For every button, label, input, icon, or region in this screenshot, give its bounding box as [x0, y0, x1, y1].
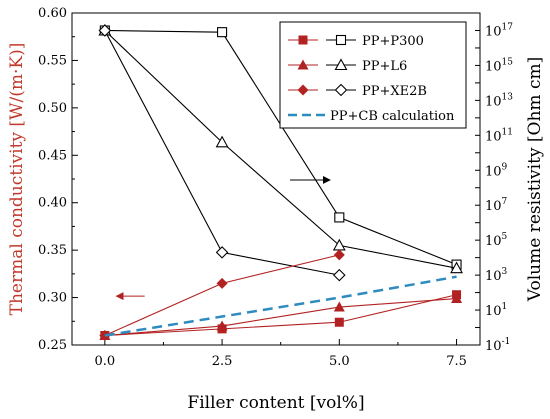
right-tick-base: 10: [485, 59, 502, 74]
marker-filled-diamond: [333, 249, 345, 261]
marker-open-square: [217, 27, 228, 38]
x-tick-label: 7.5: [446, 354, 467, 369]
left-tick-label: 0.60: [38, 6, 67, 21]
marker-filled-diamond: [297, 84, 309, 96]
marker-open-triangle: [215, 135, 229, 148]
right-tick-exponent: 17: [502, 22, 514, 32]
right-tick-label: 101: [485, 302, 507, 319]
right-tick-exponent: -1: [502, 337, 511, 347]
right-tick-label: 1013: [485, 92, 513, 109]
annotation-layer: [115, 175, 331, 301]
right-tick-exponent: 1: [502, 302, 508, 312]
right-tick-exponent: 9: [502, 162, 508, 172]
right-tick-label: 109: [485, 162, 508, 179]
marker-open-diamond: [334, 83, 348, 97]
legend-label: PP+P300: [362, 34, 424, 49]
right-tick-label: 105: [485, 232, 508, 249]
right-tick-label: 1011: [485, 127, 513, 144]
left-tick-label: 0.55: [38, 53, 67, 68]
left-axis-title: Thermal conductivity [W/(m·K)]: [7, 43, 27, 316]
legend-label: PP+L6: [362, 59, 407, 74]
right-tick-base: 10: [485, 269, 502, 284]
legend-label: PP+CB calculation: [330, 109, 455, 124]
right-tick-label: 107: [485, 197, 508, 214]
marker-filled-diamond: [216, 277, 228, 289]
right-axis-title: Volume resistivity [Ohm cm]: [525, 57, 545, 302]
right-tick-exponent: 13: [502, 92, 514, 102]
left-axis-ticks: 0.25 0.30 0.35 0.40 0.45 0.50 0.55 0.60: [38, 6, 78, 353]
series-line: [104, 30, 457, 269]
marker-open-diamond: [333, 268, 346, 282]
right-tick-base: 10: [485, 199, 502, 214]
marker-open-square: [335, 34, 347, 46]
series-line: [104, 294, 457, 337]
marker-open-square: [334, 212, 345, 223]
left-tick-label: 0.50: [38, 101, 67, 116]
series-line: [104, 275, 457, 337]
right-tick-base: 10: [485, 24, 502, 39]
series-layer: [98, 23, 463, 342]
marker-filled-square: [334, 317, 344, 327]
series-line: [104, 297, 457, 337]
legend-label: PP+XE2B: [362, 84, 427, 99]
x-tick-label: 5.0: [329, 354, 350, 369]
right-tick-base: 10: [485, 339, 502, 354]
x-axis-title: Filler content [vol%]: [187, 393, 364, 413]
right-tick-exponent: 11: [502, 127, 513, 137]
left-tick-label: 0.25: [38, 338, 67, 353]
legend: PP+P300 PP+L6 PP+XE2B PP+CB calculation: [279, 21, 467, 129]
marker-open-diamond: [215, 246, 229, 259]
right-tick-base: 10: [485, 94, 502, 109]
marker-filled-triangle: [451, 293, 463, 304]
marker-filled-triangle: [333, 301, 345, 312]
right-tick-exponent: 3: [502, 267, 508, 277]
right-tick-base: 10: [485, 234, 502, 249]
x-tick-label: 0.0: [94, 354, 115, 369]
right-tick-label: 103: [485, 267, 508, 284]
right-tick-base: 10: [485, 304, 502, 319]
marker-filled-square: [298, 35, 308, 45]
marker-open-triangle: [334, 58, 348, 71]
left-tick-label: 0.35: [38, 243, 67, 258]
x-axis-ticks: 0.0 2.5 5.0 7.5: [94, 339, 467, 369]
right-tick-base: 10: [485, 164, 502, 179]
left-tick-label: 0.45: [38, 148, 67, 163]
right-tick-exponent: 7: [502, 197, 508, 207]
right-tick-label: 1015: [485, 57, 513, 74]
marker-filled-triangle: [216, 320, 228, 331]
marker-open-diamond: [98, 24, 112, 37]
marker-open-triangle: [450, 261, 463, 274]
left-tick-label: 0.30: [38, 291, 67, 306]
x-tick-label: 2.5: [212, 354, 233, 369]
right-tick-label: 10-1: [485, 337, 510, 354]
right-tick-exponent: 5: [502, 232, 508, 242]
left-tick-label: 0.40: [38, 196, 67, 211]
right-tick-label: 1017: [485, 22, 513, 39]
right-tick-base: 10: [485, 129, 502, 144]
marker-filled-triangle: [297, 59, 309, 70]
right-tick-exponent: 15: [502, 57, 514, 67]
